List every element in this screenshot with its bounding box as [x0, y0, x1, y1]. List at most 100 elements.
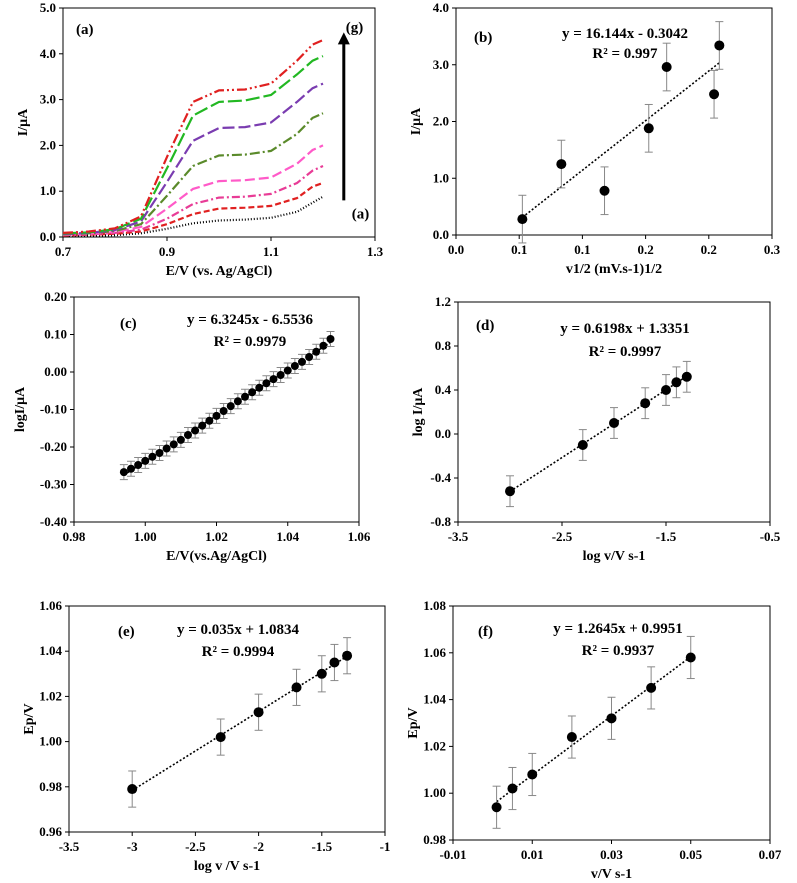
data-point — [319, 341, 328, 350]
data-point — [640, 398, 651, 409]
cv-curve-g — [62, 55, 324, 235]
y-tick-label: 0.8 — [435, 338, 452, 353]
x-tick-label: 0.2 — [637, 242, 653, 257]
data-point — [556, 159, 567, 170]
y-tick-label: -0.4 — [430, 470, 451, 485]
data-point — [507, 783, 518, 794]
data-point — [326, 335, 335, 343]
x-tick-label: 1.3 — [367, 244, 384, 259]
x-tick-label: 0.3 — [764, 242, 781, 257]
data-point — [255, 383, 264, 392]
data-point — [162, 444, 171, 453]
r-squared: R² = 0.9997 — [589, 344, 662, 360]
data-point — [566, 732, 577, 743]
y-tick-label: 1.02 — [39, 688, 62, 703]
y-tick-label: 2.0 — [40, 137, 56, 152]
data-point — [141, 456, 150, 465]
cv-curve-a — [62, 195, 324, 238]
y-tick-label: 0.96 — [39, 824, 62, 839]
data-point — [505, 486, 515, 497]
data-point — [312, 347, 321, 356]
y-tick-label: 1.00 — [39, 734, 62, 749]
y-tick-label: 0.10 — [44, 327, 67, 342]
data-point — [148, 452, 157, 461]
y-tick-label: 1.00 — [423, 785, 446, 800]
data-point — [241, 392, 249, 401]
y-axis-label: I/μA — [409, 107, 424, 135]
panel-label: (a) — [76, 22, 94, 38]
data-point — [253, 707, 264, 718]
x-tick-label: 0.1 — [574, 242, 590, 257]
x-tick-label: -3.5 — [59, 839, 80, 854]
data-point — [169, 440, 178, 449]
y-tick-label: 5.0 — [40, 0, 56, 15]
data-point — [176, 435, 185, 444]
data-point — [709, 89, 720, 100]
panel-label: (e) — [118, 624, 135, 640]
data-point — [599, 185, 610, 196]
cv-curve-d — [62, 144, 324, 236]
x-tick-label: 0.01 — [521, 847, 544, 862]
x-tick-label: -1.5 — [656, 529, 677, 544]
y-tick-label: 0.4 — [435, 382, 452, 397]
y-tick-label: 1.04 — [423, 692, 446, 707]
trend-line — [509, 375, 688, 493]
y-tick-label: 1.04 — [39, 643, 62, 658]
panel-label: (f) — [478, 624, 493, 640]
data-point — [184, 431, 192, 439]
trend-line — [496, 656, 692, 803]
data-point — [226, 402, 235, 411]
trend-line — [521, 62, 720, 219]
y-tick-label: 0.0 — [435, 426, 451, 441]
y-axis-label: I/μA — [16, 108, 31, 136]
data-point — [527, 769, 538, 780]
data-point — [491, 802, 502, 813]
x-tick-label: -2.5 — [185, 839, 206, 854]
x-tick-label: 1.02 — [205, 529, 228, 544]
y-tick-label: -0.10 — [40, 402, 67, 417]
y-tick-label: 1.06 — [39, 598, 62, 613]
arrow-top-label: (g) — [346, 20, 364, 36]
data-point — [262, 379, 271, 388]
panel-label: (b) — [474, 30, 492, 46]
y-tick-label: 0.98 — [423, 832, 446, 847]
data-point — [205, 416, 214, 425]
x-tick-label: -0.01 — [439, 847, 466, 862]
y-tick-label: -0.30 — [40, 477, 67, 492]
data-point — [342, 650, 353, 661]
x-tick-label: -2 — [253, 839, 264, 854]
r-squared: R² = 0.9979 — [214, 334, 287, 350]
plot-frame — [457, 301, 771, 523]
y-tick-label: 1.2 — [435, 294, 451, 309]
chart-panel-f: 0.98 1.00 1.02 1.04 1.06 1.08 -0.01 0.01 0.03 0.0… — [406, 598, 782, 882]
x-axis-label: E/V(vs.Ag/AgCl) — [166, 549, 267, 564]
data-point — [269, 375, 278, 384]
data-point — [127, 464, 135, 473]
arrow-head-icon — [337, 32, 350, 45]
arrow-bottom-label: (a) — [352, 207, 370, 223]
x-tick-label: 0.2 — [701, 242, 717, 257]
x-tick-label: -3.5 — [448, 529, 469, 544]
y-tick-label: 4.0 — [40, 46, 56, 61]
data-point — [276, 371, 285, 379]
chart-panel-a: 0.0 1.0 2.0 3.0 4.0 5.0 0.7 0.9 1.1 1.3 E/V (vs. A… — [16, 0, 384, 279]
x-tick-label: 1.04 — [276, 529, 299, 544]
y-tick-label: 3.0 — [40, 92, 56, 107]
data-point — [283, 366, 292, 375]
plot-frame — [62, 7, 376, 238]
y-axis-label: log I/μA — [411, 387, 426, 437]
data-point — [212, 411, 221, 420]
x-tick-label: 0.7 — [55, 244, 72, 259]
x-tick-label: 0.1 — [511, 242, 527, 257]
y-tick-label: 1.0 — [40, 183, 56, 198]
y-tick-label: 3.0 — [433, 57, 449, 72]
y-tick-label: 0.0 — [433, 227, 449, 242]
x-tick-label: 0.03 — [600, 847, 623, 862]
x-tick-label: 1.00 — [134, 529, 157, 544]
x-tick-label: 0.9 — [159, 244, 176, 259]
x-tick-label: 0.07 — [759, 847, 782, 862]
cv-curve-c — [62, 164, 324, 237]
y-tick-label: 2.0 — [433, 114, 449, 129]
data-point — [198, 421, 207, 430]
